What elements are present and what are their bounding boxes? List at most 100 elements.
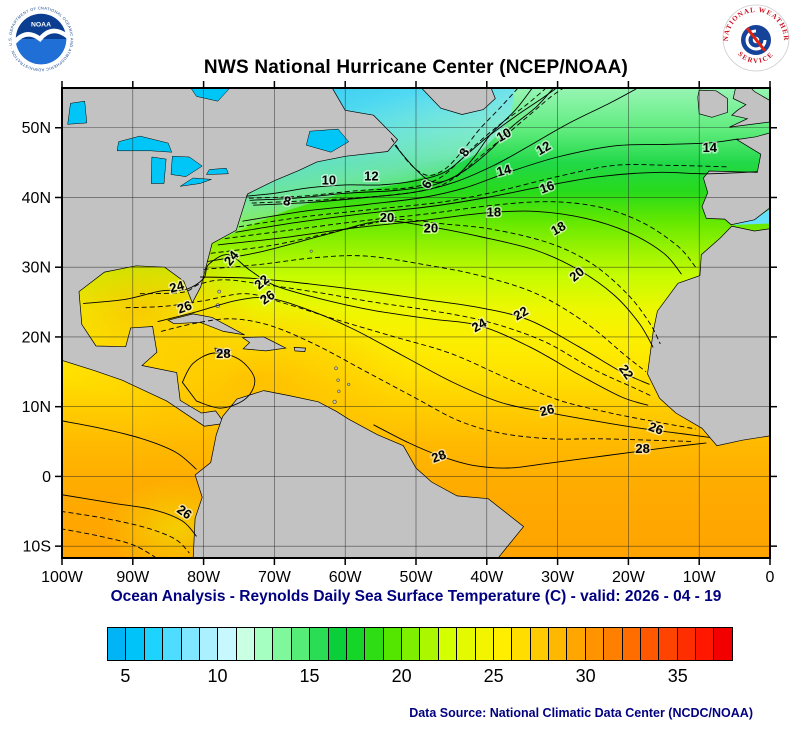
isotherm-line-19c: [210, 219, 661, 345]
lat-tick-label: 0: [42, 469, 51, 486]
land-puerto-rico: [293, 347, 307, 352]
lon-tick-label: 30W: [541, 569, 575, 585]
colorbar-tick-label: 35: [667, 666, 688, 686]
colorbar-cell: [530, 628, 549, 660]
isotherm-label: 12: [363, 167, 380, 185]
colorbar-cell: [383, 628, 402, 660]
land-greenland-tip: [421, 88, 496, 115]
isotherm-label: 16: [536, 176, 558, 198]
colorbar-cell: [199, 628, 219, 660]
colorbar-cell: [273, 628, 292, 660]
svg-text:18: 18: [487, 205, 501, 220]
noaa-seagull-icon: [12, 28, 70, 45]
svg-text:10: 10: [322, 173, 336, 188]
map-subtitle: Ocean Analysis - Reynolds Daily Sea Surf…: [110, 588, 722, 605]
isotherm-label: 26: [174, 296, 196, 318]
gulf-st-lawrence: [305, 128, 350, 153]
lon-tick-label: 70W: [258, 569, 292, 585]
lat-tick-label: 10S: [23, 539, 51, 556]
land-south-america: [192, 390, 525, 558]
isotherm-line-26c: [157, 296, 710, 438]
nws-red-bolt-icon: [745, 27, 767, 52]
lon-tick-label: 80W: [187, 569, 221, 585]
colorbar-cell: [659, 628, 678, 660]
land-ireland: [697, 89, 728, 118]
lon-tick-label: 90W: [116, 569, 150, 585]
lat-tick-label: 50N: [22, 120, 51, 137]
isotherm-label: 28: [428, 445, 450, 467]
lake-huron: [170, 156, 203, 177]
isotherm-line-24c: [62, 528, 158, 558]
noaa-logo: NATIONAL OCEANIC AND ATMOSPHERIC ADMINIS…: [8, 6, 74, 72]
lon-tick-label: 40W: [470, 569, 504, 585]
lat-tick-label: 10N: [22, 399, 51, 416]
isotherm-label: 28: [634, 440, 651, 458]
isotherm-line-28c: [62, 420, 197, 470]
colorbar-cell: [512, 628, 531, 660]
mediterranean-water: [731, 208, 770, 225]
colorbar-cell: [365, 628, 384, 660]
island-dot: [332, 399, 337, 404]
nws-logo: NATIONAL WEATHER SERVICE: [722, 4, 790, 72]
colorbar: [107, 627, 733, 661]
isotherm-line-28c: [373, 424, 707, 469]
land-britain: [729, 88, 770, 128]
colorbar-cell: [640, 628, 660, 660]
colorbar-tick-label: 10: [207, 666, 228, 686]
colorbar-cell: [622, 628, 641, 660]
isotherm-line-15c: [238, 164, 728, 228]
colorbar-cell: [181, 628, 200, 660]
colorbar-cell: [144, 628, 164, 660]
svg-text:14: 14: [703, 140, 718, 155]
isotherm-layer: [62, 88, 758, 558]
isotherm-line-22c: [200, 276, 650, 385]
colorbar-cell: [585, 628, 605, 660]
island-dot: [309, 249, 313, 253]
isotherm-line-10c: [249, 88, 555, 201]
isotherm-line-20c: [207, 220, 654, 348]
isotherm-line-21c: [203, 255, 647, 373]
colorbar-cell: [677, 628, 696, 660]
colorbar-tick-label: 30: [575, 666, 596, 686]
lake-superior: [116, 135, 173, 153]
colorbar-cell: [714, 628, 732, 660]
colorbar-cell: [604, 628, 623, 660]
svg-text:28: 28: [429, 447, 448, 466]
isotherm-label: 26: [537, 400, 558, 421]
isotherm-label: 10: [320, 171, 337, 189]
colorbar-cell: [255, 628, 274, 660]
isotherm-label: 14: [493, 159, 515, 180]
data-source-credit: Data Source: National Climatic Data Cent…: [409, 706, 753, 720]
isotherm-label: 20: [378, 209, 395, 227]
isotherm-line-25c: [125, 293, 696, 430]
colorbar-cell: [346, 628, 366, 660]
colorbar-cell: [696, 628, 715, 660]
land-layer: [62, 88, 770, 558]
colorbar-cell: [126, 628, 145, 660]
svg-text:14: 14: [495, 161, 514, 179]
isotherm-line-9c: [251, 88, 565, 204]
noaa-emblem-sea: [15, 39, 67, 65]
colorbar-cell: [438, 628, 458, 660]
colorbar-cell: [493, 628, 513, 660]
isotherm-label: 24: [166, 276, 188, 297]
lon-tick-label: 0: [766, 569, 775, 585]
colorbar-cell: [567, 628, 586, 660]
island-dot: [217, 289, 221, 294]
lon-tick-label: 10W: [683, 569, 717, 585]
island-dot: [337, 389, 341, 393]
lon-tick-label: 100W: [41, 569, 84, 585]
colorbar-cell: [328, 628, 347, 660]
svg-text:26: 26: [175, 297, 194, 316]
isotherm-label: 26: [645, 417, 667, 439]
page-title: NWS National Hurricane Center (NCEP/NOAA…: [203, 57, 629, 78]
svg-text:20: 20: [380, 210, 394, 225]
isotherm-line-18c: [217, 210, 682, 275]
noaa-label: NOAA: [31, 21, 51, 28]
isotherm-line-24c: [83, 254, 649, 406]
isotherm-label: 14: [701, 138, 719, 156]
svg-text:28: 28: [635, 441, 649, 456]
lon-tick-label: 60W: [329, 569, 363, 585]
isotherm-line-14c: [242, 138, 739, 222]
colorbar-cell: [457, 628, 476, 660]
